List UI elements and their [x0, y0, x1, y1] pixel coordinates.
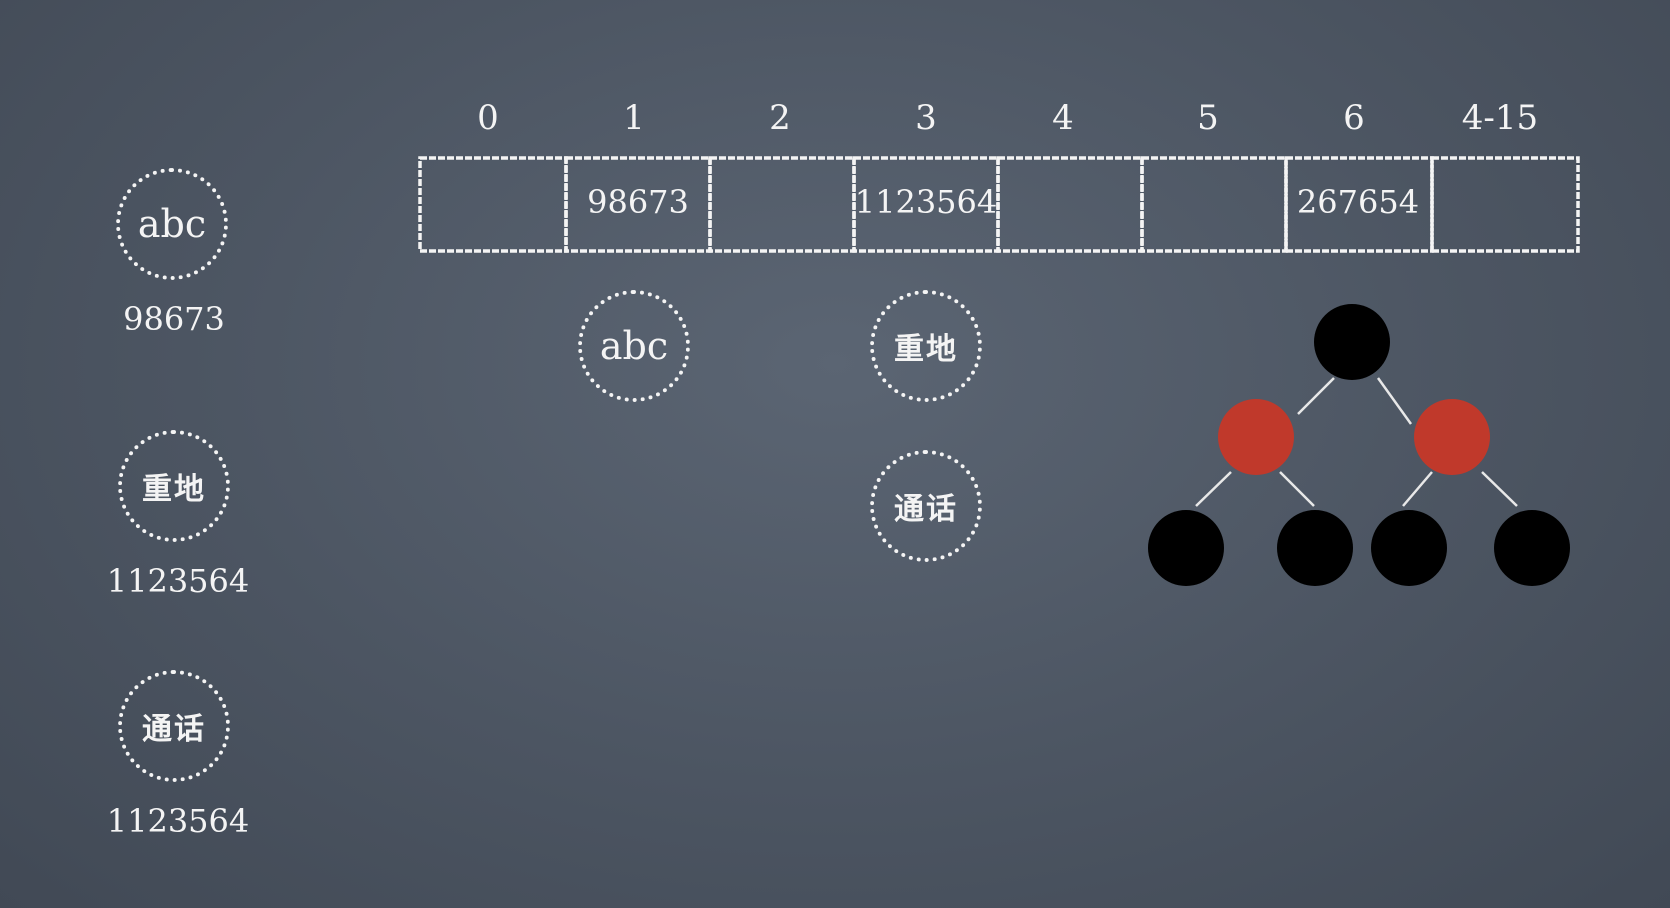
bucket-node-tonghua: 通话 [870, 450, 982, 562]
slot-value-6: 267654 [1296, 183, 1420, 221]
key-circle-tonghua: 通话 [118, 670, 230, 782]
bucket-node-zhongdi: 重地 [870, 290, 982, 402]
array-cell-6 [1284, 156, 1434, 253]
tree-node-ll [1148, 510, 1224, 586]
tree-node-l [1218, 399, 1294, 475]
tree-node-root [1314, 304, 1390, 380]
tree-edge-r-rl [1402, 471, 1433, 507]
slot-value-3: 1123564 [854, 183, 998, 221]
slot-index-7: 4-15 [1461, 98, 1539, 138]
bucket-node-abc: abc [578, 290, 690, 402]
tree-node-rr [1494, 510, 1570, 586]
tree-edge-l-ll [1195, 471, 1232, 507]
tree-edge-r-rr [1481, 471, 1518, 507]
slot-index-1: 1 [623, 98, 645, 138]
array-cell-4 [996, 156, 1144, 253]
slot-index-5: 5 [1197, 98, 1219, 138]
tree-node-r [1414, 399, 1490, 475]
slot-value-1: 98673 [587, 183, 689, 221]
key-hash-tonghua: 1123564 [106, 802, 250, 840]
slot-index-4: 4 [1052, 98, 1074, 138]
tree-edge-root-r [1376, 377, 1413, 425]
slot-index-2: 2 [769, 98, 791, 138]
tree-edges [1195, 377, 1518, 507]
key-circle-abc: abc [116, 168, 228, 280]
array-cell-7 [1430, 156, 1580, 253]
tree-node-lr [1277, 510, 1353, 586]
slot-index-3: 3 [915, 98, 937, 138]
array-cell-2 [708, 156, 856, 253]
tree-edge-l-lr [1279, 471, 1315, 507]
key-hash-abc: 98673 [123, 300, 225, 338]
slot-index-6: 6 [1343, 98, 1365, 138]
tree-node-rl [1371, 510, 1447, 586]
key-circle-zhongdi: 重地 [118, 430, 230, 542]
array-cell-5 [1140, 156, 1288, 253]
slot-index-0: 0 [477, 98, 499, 138]
tree-edge-root-l [1297, 377, 1335, 415]
array-cell-0 [418, 156, 568, 253]
key-hash-zhongdi: 1123564 [106, 562, 250, 600]
